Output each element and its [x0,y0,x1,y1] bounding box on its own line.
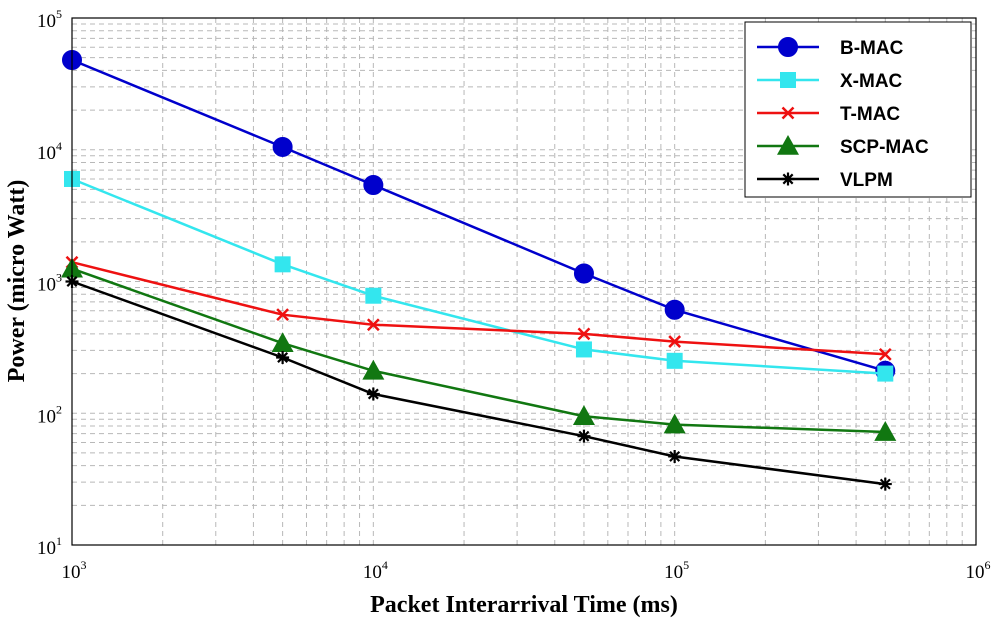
legend-entry-b-mac: B-MAC [757,37,904,59]
y-tick-label: 101 [37,534,62,559]
data-point-t-mac [276,308,290,322]
data-point-x-mac [274,256,291,273]
data-point-x-mac [877,365,894,382]
data-point-vlpm [577,429,591,443]
series-line-scp-mac [71,267,886,434]
data-point-b-mac [664,299,685,320]
legend-marker-t-mac [781,106,795,120]
x-tick-label: 105 [664,558,689,583]
legend-label-x-mac: X-MAC [840,71,903,92]
legend: B-MAC X-MAC T-MAC SCP-MAC VLPM [744,21,972,198]
data-point-vlpm [366,387,380,401]
data-point-x-mac [575,341,592,358]
data-point-t-mac [577,327,591,341]
series-x-mac [64,170,894,382]
x-tick-label: 104 [363,558,388,583]
series-line-vlpm [71,280,886,486]
y-axis-title: Power (micro Watt) [4,180,30,383]
data-point-t-mac [366,318,380,332]
legend-marker-scp-mac [777,135,799,155]
x-tick-label: 103 [62,558,87,583]
y-tick-label: 105 [37,7,62,32]
data-point-b-mac [272,136,293,157]
legend-entry-x-mac: X-MAC [757,71,903,92]
data-point-t-mac [668,335,682,348]
data-point-scp-mac [362,359,385,380]
legend-entry-vlpm: VLPM [757,170,893,191]
legend-entry-scp-mac: SCP-MAC [757,135,929,158]
data-point-b-mac [363,175,384,196]
x-axis-title: Packet Interarrival Time (ms) [370,592,678,618]
y-tick-label: 103 [37,271,62,296]
data-series [61,49,897,491]
data-point-vlpm [878,477,892,491]
x-tick-labels: 103 104 105 106 [62,558,991,583]
data-point-x-mac [365,287,382,304]
legend-label-t-mac: T-MAC [840,104,900,125]
series-line-x-mac [71,177,886,375]
data-point-t-mac [878,347,892,361]
data-point-scp-mac [874,421,897,441]
series-scp-mac [61,257,897,441]
y-tick-label: 104 [37,139,62,164]
series-line-t-mac [71,260,886,356]
legend-marker-vlpm [781,172,795,186]
data-point-b-mac [573,263,594,284]
legend-marker-b-mac [778,37,798,57]
y-tick-label: 102 [37,402,62,427]
grid [72,18,976,545]
x-tick-label: 106 [966,558,991,583]
plot-frame [71,17,977,546]
data-point-x-mac [666,352,683,369]
legend-entry-t-mac: T-MAC [757,104,900,125]
legend-label-vlpm: VLPM [840,170,893,191]
data-point-scp-mac [572,405,595,425]
legend-label-scp-mac: SCP-MAC [840,137,929,158]
data-point-vlpm [668,449,682,463]
data-point-scp-mac [663,413,686,434]
data-point-vlpm [276,350,290,364]
legend-marker-x-mac [780,72,796,88]
data-point-scp-mac [271,332,294,353]
y-tick-labels: 101 102 103 104 105 [37,7,62,559]
series-line-b-mac [71,58,886,373]
legend-label-b-mac: B-MAC [840,38,904,59]
